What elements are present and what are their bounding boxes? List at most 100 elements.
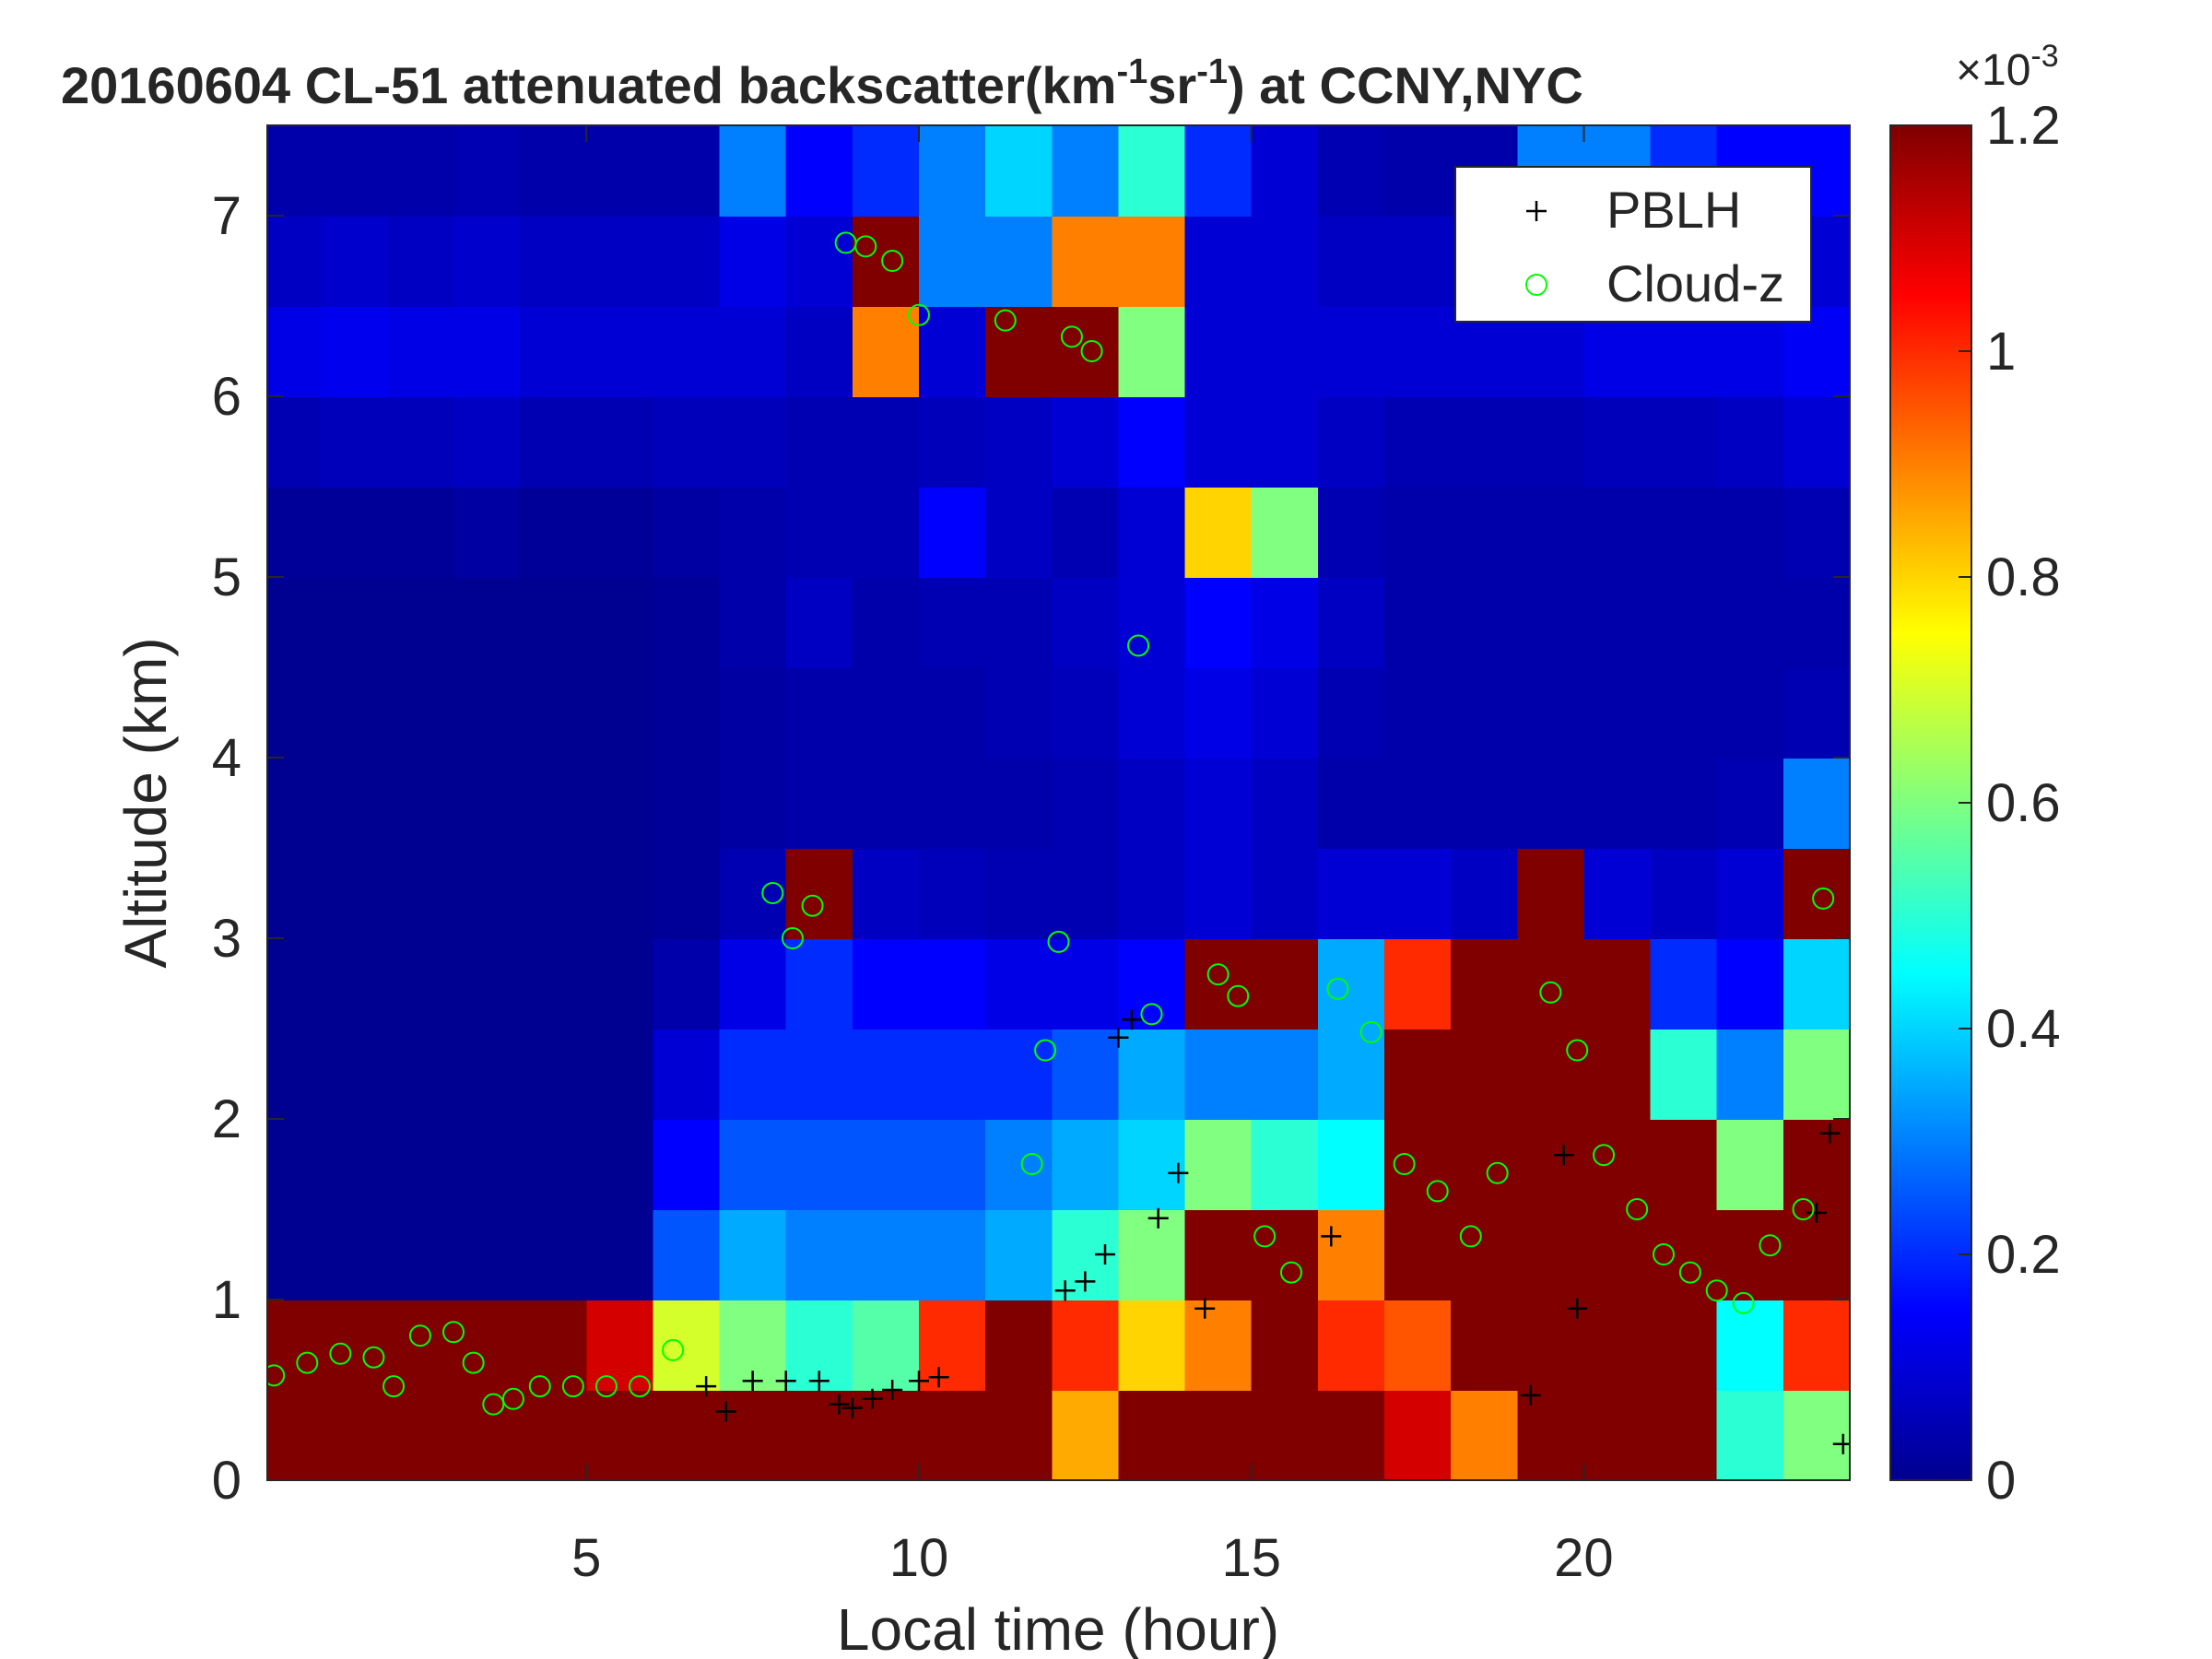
heatmap-cell [520,487,588,578]
heatmap-cell [852,758,920,849]
heatmap-cell [653,487,721,578]
heatmap-cell [785,396,853,488]
marker-circle [501,1387,524,1410]
heatmap-cell [1251,306,1319,397]
y-tick-label: 7 [212,186,241,246]
heatmap-cell [985,577,1053,668]
heatmap-cell [1317,306,1385,397]
heatmap-cell [1184,758,1253,849]
heatmap-cell [1517,487,1585,578]
heatmap-cell [1716,1119,1784,1210]
heatmap-cell [919,848,986,939]
heatmap-cell [1783,1029,1850,1120]
heatmap-cell [1384,1390,1452,1480]
marker-circle [442,1321,465,1344]
heatmap-cell [267,667,322,759]
heatmap-cell [1517,758,1585,849]
heatmap-cell [719,577,787,668]
heatmap-cell [1650,1119,1718,1210]
exponent-base: ×10 [1956,46,2030,95]
heatmap-cell [320,938,388,1030]
legend-label: PBLH [1606,181,1741,239]
heatmap-cell [1583,1390,1652,1480]
heatmap-cell [919,938,986,1030]
y-tick-label: 3 [212,909,241,969]
heatmap-cell [1251,1119,1319,1210]
heatmap-cell [520,577,588,668]
heatmap-cell [1783,487,1850,578]
heatmap-cell [852,125,920,217]
heatmap-cell [320,577,388,668]
heatmap-cell [453,396,521,488]
heatmap-cell [653,667,721,759]
heatmap-cell [852,577,920,668]
marker-circle [1326,977,1349,1000]
heatmap-cell [386,216,454,307]
heatmap-cell [320,1390,388,1480]
heatmap-cell [453,1029,521,1120]
heatmap-cell [985,1300,1053,1391]
heatmap-cell [653,1300,721,1391]
heatmap-cell [453,487,521,578]
heatmap-cell [386,1119,454,1210]
legend-label: Cloud-z [1606,254,1784,312]
heatmap-cell [1451,1119,1519,1210]
heatmap-cell [919,306,986,397]
heatmap-cell [852,306,920,397]
heatmap-cell [1783,1119,1850,1210]
heatmap-cell [1251,848,1319,939]
heatmap-cell [919,487,986,578]
heatmap-cell [1783,577,1850,668]
marker-circle [267,1364,286,1387]
heatmap-cell [586,848,654,939]
heatmap-cell [653,306,721,397]
heatmap-cell [1317,1119,1385,1210]
heatmap-cell [1317,487,1385,578]
heatmap-cell [586,306,654,397]
heatmap-cell [520,306,588,397]
heatmap-cell [386,758,454,849]
heatmap-cell [386,577,454,668]
y-tick-label: 2 [212,1089,241,1149]
heatmap-cell [267,1029,322,1120]
heatmap-cell [1251,758,1319,849]
heatmap-cell [1251,396,1319,488]
heatmap-cell [1451,396,1519,488]
heatmap-cell [1384,938,1452,1030]
marker-plus [1567,1298,1588,1319]
heatmap-cell [1783,758,1850,849]
heatmap-cell [919,577,986,668]
heatmap-cell [586,577,654,668]
heatmap-cell [1118,216,1186,307]
colorbar-tick-label: 0 [1986,1451,2016,1511]
heatmap-cell [267,577,322,668]
heatmap-cell [453,125,521,217]
heatmap-cell [785,1119,853,1210]
heatmap-cell [1251,667,1319,759]
heatmap-cell [1052,216,1120,307]
heatmap-cell [520,1209,588,1300]
marker-circle [854,235,877,258]
heatmap-cell [653,396,721,488]
heatmap-cell [1650,1390,1718,1480]
heatmap-cell [1650,1029,1718,1120]
heatmap-cell [520,125,588,217]
heatmap-cell [267,306,322,397]
heatmap-cell [1317,1209,1385,1300]
heatmap-cell [1317,848,1385,939]
heatmap-cell [1118,1119,1186,1210]
heatmap-cell [267,1209,322,1300]
heatmap-cell [1451,848,1519,939]
y-tick-label: 0 [212,1451,241,1511]
marker-plus [1147,1207,1169,1229]
heatmap-cell [1517,1300,1585,1391]
heatmap-cell [386,396,454,488]
title-superscript: -1 [1116,53,1147,91]
colorbar-tick-label: 1.2 [1986,96,2061,156]
heatmap-cell [1583,396,1652,488]
heatmap-cell [267,758,322,849]
heatmap-cell [1716,667,1784,759]
marker-circle [1626,1198,1649,1220]
heatmap-cell [1650,487,1718,578]
heatmap-cell [653,938,721,1030]
